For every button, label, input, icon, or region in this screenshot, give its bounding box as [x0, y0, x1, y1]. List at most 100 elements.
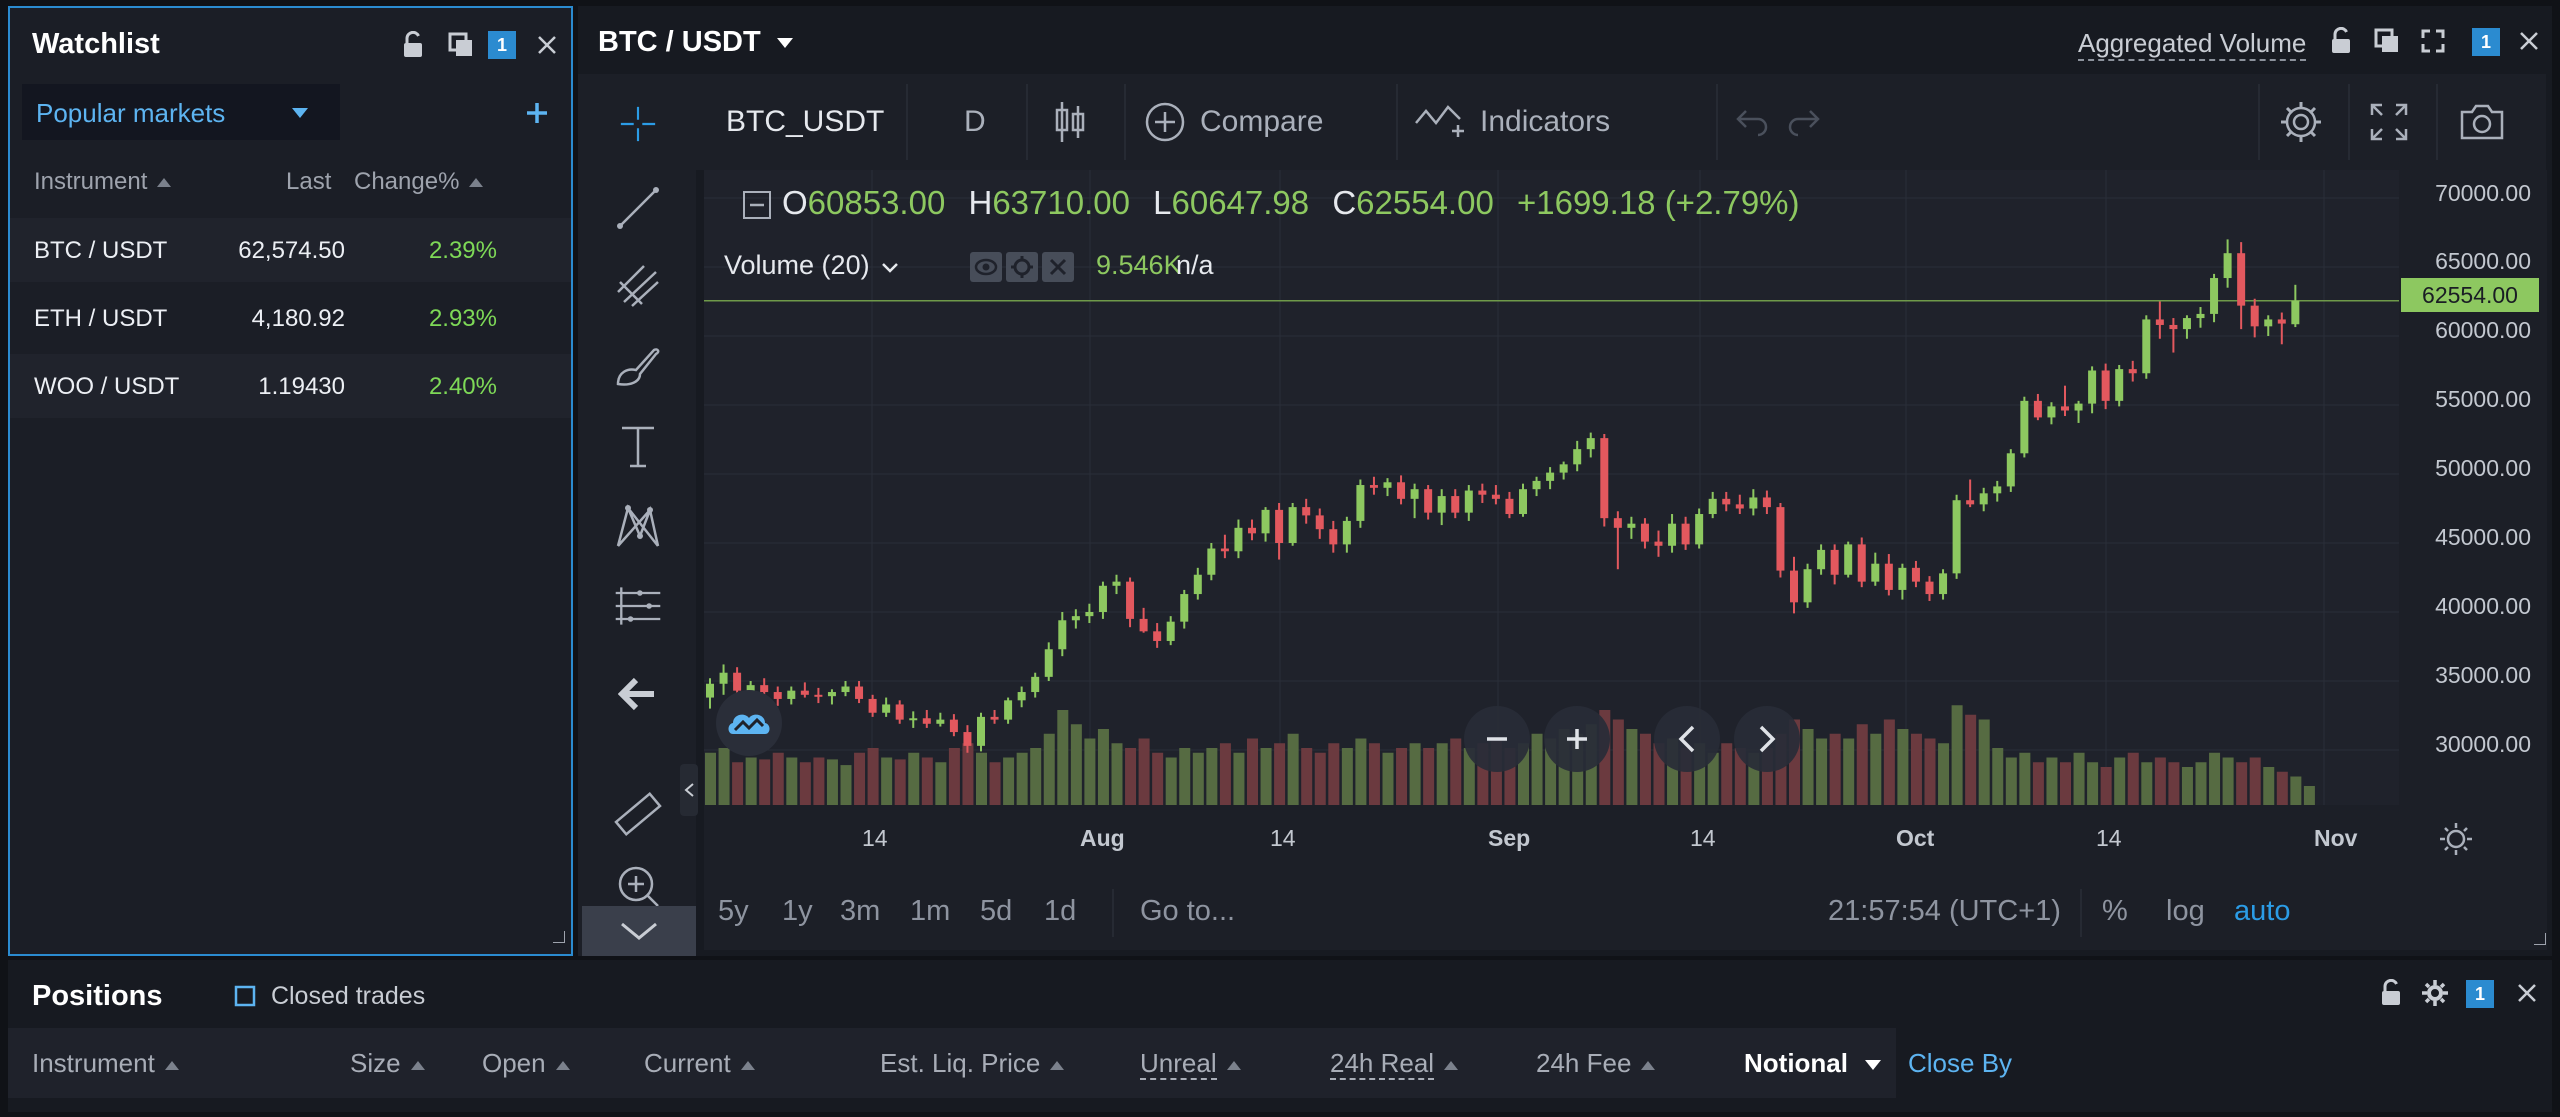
gear-icon[interactable]	[1006, 252, 1038, 282]
crosshair-icon[interactable]	[618, 104, 658, 144]
collapse-toolbar-handle[interactable]	[680, 764, 698, 816]
window-number-badge[interactable]: 1	[488, 31, 516, 59]
measure-icon[interactable]	[612, 582, 664, 630]
arrow-left-icon[interactable]	[618, 674, 658, 714]
collapse-legend-button[interactable]	[742, 190, 772, 225]
compare-button[interactable]: Compare	[1144, 74, 1323, 170]
volume-bar	[786, 757, 798, 805]
resize-handle[interactable]	[553, 930, 566, 948]
volume-bar	[1409, 743, 1421, 805]
add-market-button[interactable]	[520, 96, 554, 130]
volume-bar	[1016, 752, 1028, 805]
column-header-size[interactable]: Size	[350, 1048, 425, 1079]
resize-handle[interactable]	[2534, 932, 2547, 950]
close-icon[interactable]	[2512, 24, 2546, 58]
pattern-icon[interactable]	[614, 502, 662, 550]
closed-trades-toggle[interactable]: Closed trades	[234, 982, 425, 1011]
goto-button[interactable]: Go to...	[1140, 895, 1236, 927]
fullscreen-button[interactable]	[2368, 74, 2410, 170]
clock-time[interactable]: 21:57:54 (UTC+1)	[1828, 895, 2061, 927]
candle-body	[827, 692, 836, 697]
watchlist-row[interactable]: BTC / USDT 62,574.50 2.39%	[10, 218, 571, 282]
volume-bar	[1301, 748, 1313, 805]
axis-settings-button[interactable]	[2438, 821, 2474, 862]
chart-titlebar: BTC / USDT Aggregated Volume 1	[578, 6, 2552, 74]
zoom-out-button[interactable]	[1464, 706, 1530, 772]
market-select[interactable]: Popular markets	[22, 84, 340, 140]
zoom-in-icon[interactable]	[614, 862, 662, 910]
chevron-left-icon	[1678, 725, 1695, 753]
volume-bar	[2181, 767, 2193, 805]
volume-bar	[1314, 752, 1326, 805]
column-header-open[interactable]: Open	[482, 1048, 570, 1079]
toolbar-divider	[906, 84, 908, 160]
symbol-button[interactable]: BTC_USDT	[726, 105, 885, 138]
screenshot-button[interactable]	[2458, 74, 2506, 170]
column-header-instrument[interactable]: Instrument	[34, 168, 172, 196]
watchlist-row[interactable]: ETH / USDT 4,180.92 2.93%	[10, 286, 571, 350]
column-header-liq-price[interactable]: Est. Liq. Price	[880, 1048, 1065, 1079]
close-icon[interactable]	[530, 28, 564, 62]
candle-body	[2115, 369, 2124, 401]
volume-bar	[1721, 743, 1733, 805]
indicators-button[interactable]: Indicators	[1414, 74, 1610, 170]
close-icon[interactable]	[1042, 252, 1074, 282]
toolbar-more-button[interactable]	[582, 906, 696, 956]
watchlist-row[interactable]: WOO / USDT 1.19430 2.40%	[10, 354, 571, 418]
window-number-badge[interactable]: 1	[2466, 980, 2494, 1008]
settings-button[interactable]	[2278, 74, 2324, 170]
undo-button[interactable]	[1736, 74, 1770, 170]
copy-window-icon[interactable]	[444, 28, 478, 62]
eye-icon[interactable]	[970, 252, 1002, 282]
column-header-24h-real[interactable]: 24h Real	[1330, 1048, 1459, 1080]
range-1y[interactable]: 1y	[782, 895, 813, 927]
unlock-icon[interactable]	[2374, 976, 2408, 1010]
gear-icon[interactable]	[2418, 976, 2452, 1010]
candle-body	[1898, 567, 1907, 590]
window-number-badge[interactable]: 1	[2472, 28, 2500, 56]
unlock-icon[interactable]	[2324, 24, 2358, 58]
close-by-button[interactable]: Close By	[1908, 1048, 2013, 1078]
chart-plot-area[interactable]: O60853.00 H63710.00 L60647.98 C62554.00 …	[704, 170, 2399, 805]
y-tick-label: 65000.00	[2435, 248, 2531, 274]
range-1m[interactable]: 1m	[910, 895, 951, 927]
scroll-right-button[interactable]	[1734, 706, 1800, 772]
volume-legend[interactable]: Volume (20)	[724, 250, 899, 281]
range-3m[interactable]: 3m	[840, 895, 881, 927]
log-scale-toggle[interactable]: log	[2166, 895, 2205, 927]
column-header-unreal[interactable]: Unreal	[1140, 1048, 1241, 1080]
ruler-icon[interactable]	[612, 788, 664, 840]
zoom-in-button[interactable]	[1544, 706, 1610, 772]
maximize-icon[interactable]	[2416, 24, 2450, 58]
price-axis[interactable]: 70000.00 65000.00 60000.00 55000.00 5000…	[2399, 170, 2547, 805]
time-axis[interactable]: 14 Aug 14 Sep 14 Oct 14 Nov	[704, 805, 2547, 875]
range-1d[interactable]: 1d	[1044, 895, 1077, 927]
unlock-icon[interactable]	[396, 28, 430, 62]
candle-body	[1369, 485, 1378, 488]
column-header-24h-fee[interactable]: 24h Fee	[1536, 1048, 1656, 1079]
trend-line-icon[interactable]	[614, 184, 662, 232]
copy-window-icon[interactable]	[2370, 24, 2404, 58]
column-header-instrument[interactable]: Instrument	[32, 1048, 179, 1079]
aggregated-volume-toggle[interactable]: Aggregated Volume	[2078, 28, 2307, 61]
column-header-change[interactable]: Change%	[354, 168, 484, 196]
text-icon[interactable]	[614, 422, 662, 470]
percent-scale-toggle[interactable]: %	[2102, 895, 2128, 927]
scroll-left-button[interactable]	[1654, 706, 1720, 772]
brush-icon[interactable]	[614, 342, 662, 390]
column-header-current[interactable]: Current	[644, 1048, 755, 1079]
range-bar: 5y 1y 3m 1m 5d 1d Go to... 21:57:54 (UTC…	[704, 875, 2547, 950]
fib-tools-icon[interactable]	[614, 262, 662, 310]
range-5y[interactable]: 5y	[718, 895, 749, 927]
logo-button[interactable]	[716, 690, 782, 756]
interval-button[interactable]: D	[964, 105, 986, 138]
chart-type-button[interactable]	[1050, 74, 1090, 170]
pair-select[interactable]: BTC / USDT	[598, 26, 793, 59]
range-5d[interactable]: 5d	[980, 895, 1013, 927]
close-icon[interactable]	[2510, 976, 2544, 1010]
column-header-last[interactable]: Last	[286, 168, 332, 195]
redo-button[interactable]	[1786, 74, 1820, 170]
candle-body	[1695, 514, 1704, 545]
column-header-notional[interactable]: Notional	[1744, 1048, 1882, 1079]
auto-scale-toggle[interactable]: auto	[2234, 895, 2291, 927]
